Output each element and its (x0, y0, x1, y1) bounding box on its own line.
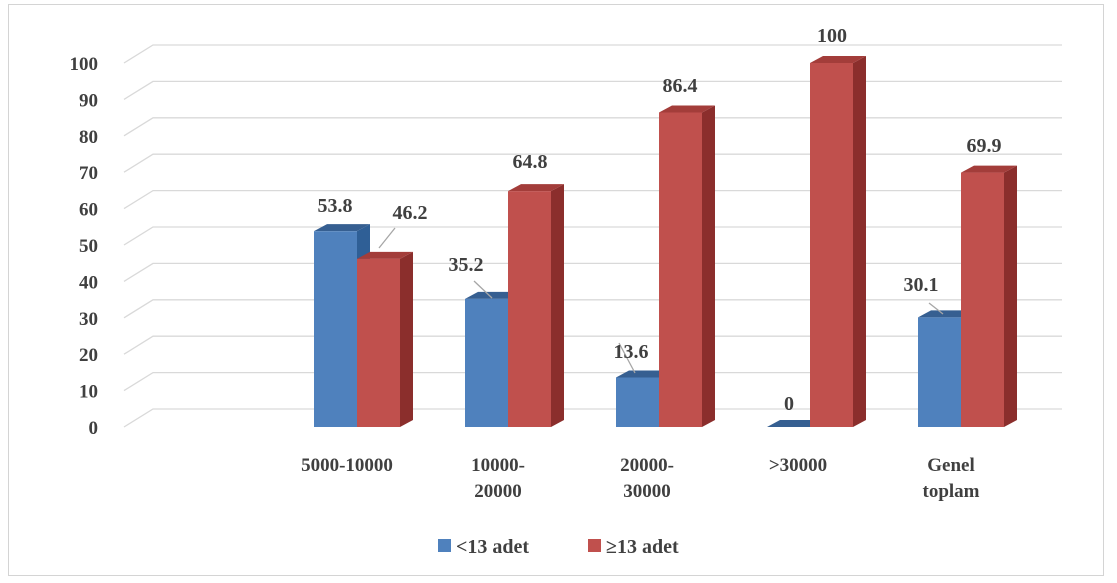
gridline (123, 299, 1062, 319)
bar-front-face (616, 377, 659, 427)
data-label-leader-line (928, 302, 944, 315)
x-category-label-line: 30000 (623, 481, 671, 502)
gridline (123, 262, 1062, 282)
bar-front-face (357, 258, 400, 427)
y-tick-label: 50 (79, 236, 98, 257)
x-category-label-line: Genel (927, 455, 975, 476)
bar (810, 56, 866, 427)
bar-front-face (810, 63, 853, 427)
bar-side-face (1004, 165, 1017, 427)
y-tick-label: 60 (79, 200, 98, 221)
bar-side-face (702, 105, 715, 427)
gridlines (123, 44, 1062, 428)
data-label: 35.2 (449, 254, 484, 276)
legend-label: <13 adet (456, 536, 529, 558)
gridline (123, 371, 1062, 392)
legend-item: ≥13 adet (588, 536, 679, 558)
legend-swatch (438, 539, 451, 552)
data-label: 46.2 (393, 202, 428, 224)
gridline (123, 80, 1062, 100)
x-category-label-line: toplam (923, 481, 980, 502)
gridline (123, 408, 1062, 428)
data-label: 53.8 (318, 195, 353, 217)
gridline (123, 44, 1062, 64)
y-tick-label: 20 (79, 345, 98, 366)
x-category-label: 5000-10000 (301, 455, 393, 476)
bars (314, 56, 1017, 427)
x-category-label-line: 10000- (471, 455, 525, 476)
data-label-leader-line (473, 280, 493, 299)
x-category-label: Genel toplam (923, 455, 980, 502)
x-category-label: >30000 (769, 455, 827, 476)
bar-side-face (853, 56, 866, 427)
legend-item: <13 adet (438, 536, 529, 558)
y-tick-label: 30 (79, 309, 98, 330)
bar (659, 105, 715, 427)
data-label: 69.9 (967, 135, 1002, 157)
data-label: 13.6 (614, 341, 649, 363)
x-category-label-line: >30000 (769, 455, 827, 476)
bar-front-face (659, 112, 702, 427)
gridline (123, 117, 1062, 137)
bar-top-face (357, 251, 413, 259)
bar-side-face (551, 184, 564, 427)
bar-front-face (508, 191, 551, 427)
bar (508, 184, 564, 427)
bar-front-face (961, 172, 1004, 427)
bar-top-face (918, 310, 974, 318)
x-category-label-line: 5000-10000 (301, 455, 393, 476)
y-tick-label: 90 (79, 90, 98, 111)
bar-top-face (810, 56, 866, 63)
data-label-leader-line (618, 342, 636, 374)
y-axis-tick-labels: 0 10 20 30 40 50 60 70 80 90 100 (70, 54, 99, 439)
bar-top-face (616, 370, 672, 378)
x-category-label: 20000- 30000 (620, 455, 674, 502)
bar-top-face (314, 224, 370, 232)
data-label-leader-line (378, 227, 396, 249)
gridline (123, 189, 1062, 210)
legend-label: ≥13 adet (606, 536, 679, 558)
x-category-label-line: 20000- (620, 455, 674, 476)
legend-swatch (588, 539, 601, 552)
bar-top-face (961, 165, 1017, 173)
gridline (123, 153, 1062, 173)
data-label: 0 (784, 393, 794, 415)
y-tick-label: 70 (79, 163, 98, 184)
y-tick-label: 0 (89, 418, 99, 439)
data-label: 86.4 (663, 75, 698, 97)
bar (767, 420, 823, 427)
bar (357, 251, 413, 427)
bar-front-face (918, 317, 961, 427)
legend: <13 adet ≥13 adet (438, 536, 679, 558)
y-tick-label: 40 (79, 272, 98, 293)
bar-front-face (314, 231, 357, 427)
y-tick-label: 100 (70, 54, 99, 75)
y-tick-label: 80 (79, 127, 98, 148)
x-category-label: 10000- 20000 (471, 455, 525, 502)
x-category-label-line: 20000 (474, 481, 522, 502)
bar-top-face (465, 291, 521, 299)
bar-front-face (465, 298, 508, 427)
gridline (123, 335, 1062, 355)
y-tick-label: 10 (79, 382, 98, 403)
gridline (123, 226, 1062, 246)
bar-side-face (400, 251, 413, 427)
bar-top-face (508, 184, 564, 192)
data-label: 30.1 (904, 274, 939, 296)
data-labels: 53.8 35.2 13.6 0 30.1 46.2 64.8 86.4 100 69.9 (318, 25, 1002, 415)
data-label: 64.8 (513, 151, 548, 173)
bar-top-face (659, 105, 715, 113)
x-axis-category-labels: 5000-10000 10000- 20000 20000- 30000 >30000 Ge… (301, 455, 980, 502)
data-label: 100 (817, 25, 847, 47)
bar-top-face (767, 420, 823, 427)
bar (961, 165, 1017, 427)
